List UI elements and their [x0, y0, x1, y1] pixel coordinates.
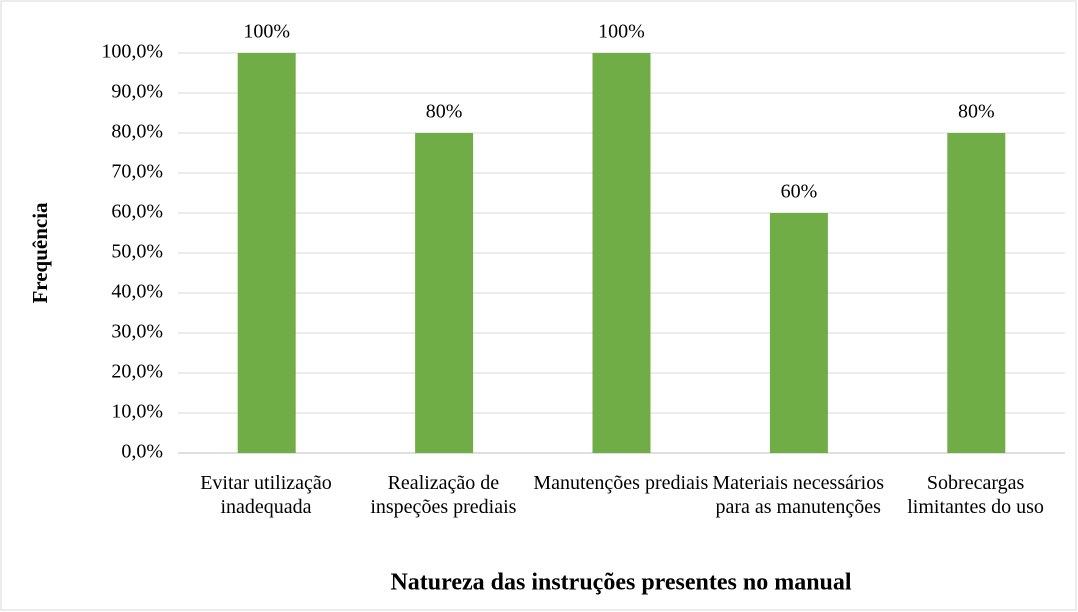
- bar: [415, 133, 474, 453]
- bar: [947, 133, 1006, 453]
- y-axis-title: Frequência: [28, 202, 52, 304]
- data-label: 80%: [426, 101, 463, 123]
- bar: [769, 213, 828, 453]
- bar: [237, 53, 296, 453]
- x-axis-title: Natureza das instruções presentes no man…: [390, 570, 851, 596]
- y-tick-label: 70,0%: [111, 161, 163, 183]
- y-tick-label: 100,0%: [101, 41, 163, 63]
- y-tick-label: 40,0%: [111, 281, 163, 303]
- y-tick-label: 0,0%: [121, 441, 163, 463]
- x-tick-label: Sobrecargas limitantes do uso: [907, 472, 1044, 518]
- x-tick-label: Realização de inspeções prediais: [370, 472, 517, 518]
- y-tick-label: 80,0%: [111, 121, 163, 143]
- y-tick-label: 90,0%: [111, 81, 163, 103]
- data-label: 100%: [243, 21, 290, 43]
- y-tick-label: 50,0%: [111, 241, 163, 263]
- x-tick-label: Evitar utilização inadequada: [200, 472, 332, 518]
- y-tick-label: 10,0%: [111, 401, 163, 423]
- x-tick-label: Materiais necessários para as manutençõe…: [712, 472, 884, 518]
- x-tick-label: Manutenções prediais: [533, 472, 709, 494]
- data-label: 60%: [781, 181, 818, 203]
- data-label: 100%: [598, 21, 645, 43]
- y-tick-label: 60,0%: [111, 201, 163, 223]
- data-label: 80%: [958, 101, 995, 123]
- y-tick-label: 30,0%: [111, 321, 163, 343]
- bar: [592, 53, 651, 453]
- y-tick-label: 20,0%: [111, 361, 163, 383]
